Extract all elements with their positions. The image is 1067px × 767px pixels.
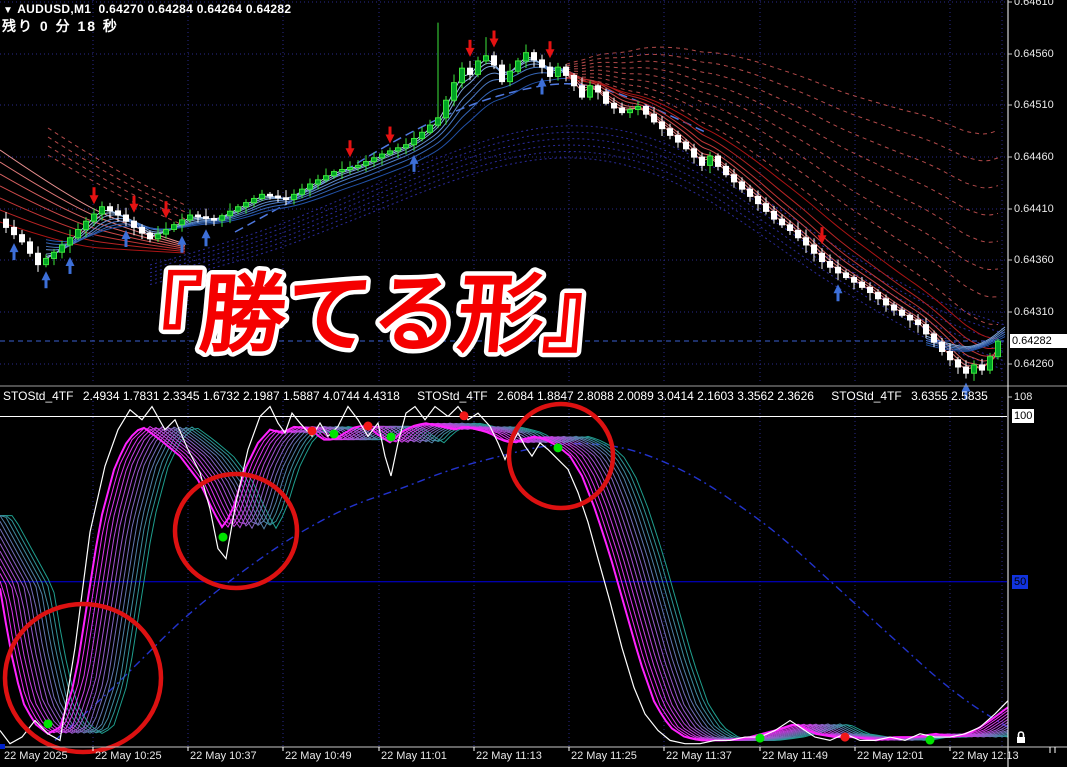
price-axis-label: 0.64560 <box>1014 48 1054 60</box>
time-axis-label: 22 May 11:01 <box>381 750 447 762</box>
candle-countdown-label: 残り 0 分 18 秒 <box>2 18 119 34</box>
symbol-dropdown-icon[interactable]: ▼ <box>3 5 14 16</box>
indicator-name: STOStd_4TF <box>831 389 902 403</box>
price-axis-label: 0.64410 <box>1014 203 1054 215</box>
price-axis[interactable]: 0.64610 0.64560 0.64510 0.64460 0.64410 0.643… <box>1013 0 1067 385</box>
price-axis-label: 0.64260 <box>1014 358 1054 370</box>
price-axis-label: 0.64460 <box>1014 151 1054 163</box>
time-axis-label: 22 May 2025 <box>4 750 68 762</box>
time-axis-label: 22 May 11:13 <box>476 750 542 762</box>
indicator-name: STOStd_4TF <box>417 389 488 403</box>
price-axis-label: 0.64310 <box>1014 306 1054 318</box>
indicator-header: STOStd_4TF 2.4934 1.7831 2.3345 1.6732 2… <box>3 389 1007 403</box>
price-axis-label: 0.64610 <box>1014 0 1054 8</box>
current-price-tag: 0.64282 <box>1010 334 1067 348</box>
time-axis-label: 22 May 10:25 <box>95 750 162 762</box>
time-axis-label: 22 May 11:25 <box>571 750 637 762</box>
big-annotation-text-glyphs: 『勝てる形』 <box>118 267 634 363</box>
indicator-values: 2.6084 1.8847 2.8088 2.0089 3.0414 2.160… <box>496 389 814 403</box>
indicator-name: STOStd_4TF <box>3 389 74 403</box>
indicator-level-100-tag: 100 <box>1012 409 1035 423</box>
indicator-values: 2.4934 1.7831 2.3345 1.6732 2.1987 1.588… <box>82 389 400 403</box>
indicator-level-50-tag: 50 <box>1012 575 1029 589</box>
current-price-value: 0.64282 <box>1012 335 1052 347</box>
big-annotation-text: 『勝てる形』 <box>118 263 638 368</box>
price-axis-label: 0.64360 <box>1014 254 1054 266</box>
price-axis-label: 0.64510 <box>1014 99 1054 111</box>
time-axis-label: 22 May 12:13 <box>952 750 1019 762</box>
ohlc-values: 0.64270 0.64284 0.64264 0.64282 <box>98 2 292 16</box>
chart-header: ▼ AUDUSD,M1 0.64270 0.64284 0.64264 0.642… <box>3 2 291 16</box>
symbol-label: AUDUSD,M1 <box>17 2 92 16</box>
time-axis-label: 22 May 10:49 <box>285 750 352 762</box>
time-axis[interactable]: 22 May 2025 22 May 10:25 22 May 10:37 22 Ma… <box>0 750 1067 767</box>
time-axis-label: 22 May 11:37 <box>666 750 732 762</box>
time-axis-label: 22 May 12:01 <box>857 750 924 762</box>
scale-lock-icon[interactable] <box>1014 730 1028 746</box>
indicator-axis-max-label: 108 <box>1014 391 1033 403</box>
time-axis-label: 22 May 11:49 <box>762 750 828 762</box>
indicator-values: 3.6355 2.5835 <box>911 389 988 403</box>
time-axis-label: 22 May 10:37 <box>190 750 257 762</box>
